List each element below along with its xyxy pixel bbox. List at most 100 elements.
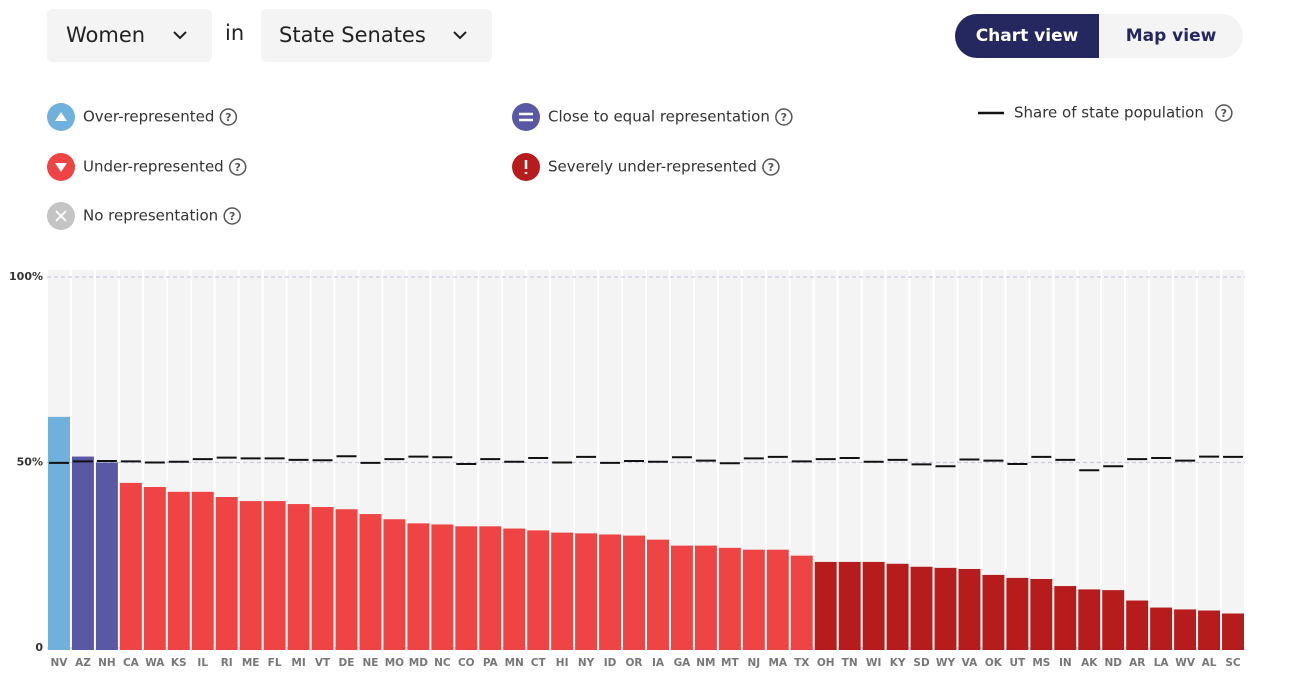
bar bbox=[335, 509, 358, 650]
column-bg bbox=[1222, 270, 1244, 650]
column-bg bbox=[1006, 270, 1029, 650]
x-tick-label: WI bbox=[866, 657, 882, 669]
bar bbox=[1054, 586, 1077, 650]
y-tick-label: 0 bbox=[35, 641, 43, 654]
bar bbox=[862, 561, 885, 650]
bar bbox=[1078, 589, 1101, 650]
help-icon[interactable]: ? bbox=[775, 108, 793, 126]
legend-item: Share of state population bbox=[978, 104, 1204, 122]
dropdown-label: Women bbox=[66, 23, 145, 47]
chart-view-button[interactable]: Chart view bbox=[955, 14, 1099, 58]
bar bbox=[1030, 578, 1053, 650]
bar bbox=[718, 547, 741, 650]
map-view-button[interactable]: Map view bbox=[1126, 26, 1217, 46]
icon-down bbox=[55, 163, 67, 172]
help-icon[interactable]: ? bbox=[219, 108, 238, 126]
bar bbox=[838, 561, 861, 650]
bar bbox=[383, 519, 406, 650]
help-glyph: ? bbox=[225, 111, 231, 124]
x-tick-label: MI bbox=[291, 657, 305, 669]
x-tick-label: CA bbox=[123, 657, 140, 669]
y-tick-label: 100% bbox=[9, 270, 43, 283]
x-tick-label: MO bbox=[385, 657, 404, 669]
x-tick-label: GA bbox=[674, 657, 692, 669]
help-glyph: ? bbox=[781, 111, 787, 124]
x-tick-label: VT bbox=[315, 657, 331, 669]
x-tick-label: WV bbox=[1175, 657, 1196, 669]
column-bg bbox=[934, 270, 957, 650]
bar bbox=[215, 497, 238, 650]
column-bg bbox=[790, 270, 813, 650]
bar bbox=[407, 523, 430, 650]
column-bg bbox=[838, 270, 861, 650]
legend: Over-represented? Close to equal represen… bbox=[47, 103, 1233, 230]
group-dropdown[interactable]: Women bbox=[47, 9, 212, 62]
bar bbox=[239, 501, 262, 650]
bar bbox=[814, 561, 837, 650]
plot: NV AZ NH CA WA KS IL RI ME FL MI VT DE NE MO MD NC CO PA MN… bbox=[9, 270, 1245, 669]
chamber-dropdown[interactable]: State Senates bbox=[261, 9, 492, 62]
x-tick-label: OK bbox=[985, 657, 1003, 669]
active-pill bbox=[955, 14, 1099, 58]
bar bbox=[311, 507, 334, 650]
x-tick-label: SD bbox=[913, 657, 930, 669]
bar bbox=[359, 514, 382, 650]
bar bbox=[71, 456, 94, 650]
button-label: Chart view bbox=[976, 26, 1079, 46]
bar bbox=[551, 532, 574, 650]
bar bbox=[503, 528, 526, 650]
x-tick-label: TN bbox=[842, 657, 858, 669]
dropdown-label: State Senates bbox=[279, 23, 426, 47]
chevron bbox=[453, 31, 467, 40]
x-tick-label: VA bbox=[962, 657, 978, 669]
x-tick-label: KY bbox=[890, 657, 906, 669]
icon-cross bbox=[55, 210, 67, 222]
help-glyph: ? bbox=[229, 210, 235, 223]
legend-item: Over-represented bbox=[47, 103, 214, 131]
bar bbox=[143, 486, 166, 650]
column-bg bbox=[1150, 270, 1173, 650]
column-bg bbox=[1078, 270, 1101, 650]
legend-label: Over-represented bbox=[83, 108, 214, 126]
help-icon[interactable]: ? bbox=[223, 207, 241, 225]
dropdown-box bbox=[47, 9, 212, 62]
x-tick-label: IN bbox=[1059, 657, 1072, 669]
x-tick-label: NC bbox=[434, 657, 451, 669]
legend-label: Close to equal representation bbox=[548, 108, 770, 126]
legend-item: No representation bbox=[47, 202, 218, 230]
bar bbox=[287, 504, 310, 650]
help-glyph: ? bbox=[768, 161, 774, 174]
x-tick-label: TX bbox=[794, 657, 809, 669]
x-tick-label: HI bbox=[556, 657, 569, 669]
bar bbox=[670, 545, 693, 650]
x-tick-label: NV bbox=[51, 657, 69, 669]
help-icon[interactable]: ? bbox=[228, 158, 247, 176]
x-tick-label: DE bbox=[339, 657, 355, 669]
bar bbox=[119, 482, 142, 650]
bar bbox=[1198, 610, 1221, 650]
help-icon[interactable]: ? bbox=[1215, 104, 1233, 122]
column-bg bbox=[910, 270, 933, 650]
column-bg bbox=[1102, 270, 1125, 650]
bar bbox=[647, 539, 669, 650]
legend-label: Share of state population bbox=[1014, 104, 1204, 122]
bar bbox=[694, 545, 717, 650]
x-tick-label: PA bbox=[483, 657, 499, 669]
icon-up bbox=[55, 112, 67, 121]
bar bbox=[886, 563, 909, 650]
bar bbox=[958, 568, 981, 650]
bar bbox=[263, 501, 286, 650]
chevron bbox=[173, 31, 187, 40]
dropdown-box bbox=[261, 9, 492, 62]
help-icon[interactable]: ? bbox=[762, 158, 780, 176]
icon-equal bbox=[519, 112, 533, 122]
column-bg bbox=[862, 270, 885, 650]
x-tick-label: LA bbox=[1154, 657, 1170, 669]
bar bbox=[1102, 590, 1125, 650]
bar bbox=[910, 566, 933, 650]
legend-icon bbox=[512, 103, 540, 131]
x-tick-label: ME bbox=[242, 657, 260, 669]
bar bbox=[766, 549, 789, 650]
x-tick-label: NM bbox=[696, 657, 715, 669]
